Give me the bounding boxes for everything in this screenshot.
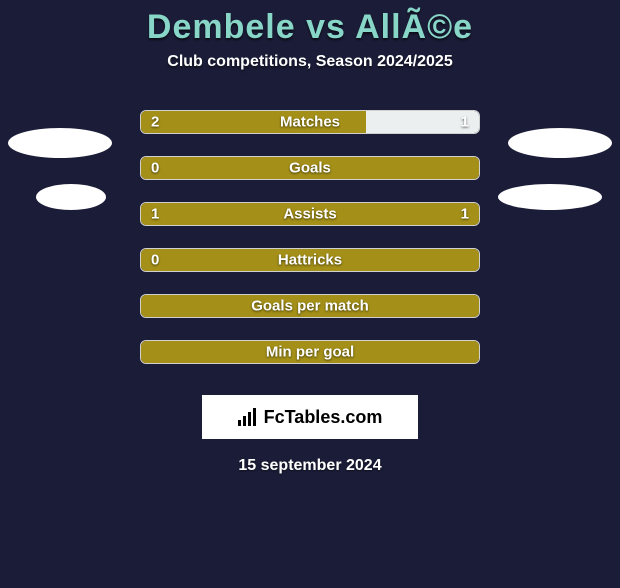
bar-label: Goals per match <box>251 298 369 315</box>
date-text: 15 september 2024 <box>0 457 620 475</box>
bar-track: Min per goal <box>140 340 480 364</box>
bar-label: Assists <box>283 206 336 223</box>
bar-track: Assists 1 1 <box>140 202 480 226</box>
bar-label: Min per goal <box>266 344 354 361</box>
decorative-oval <box>498 184 602 210</box>
bar-label: Matches <box>280 114 340 131</box>
bars-icon <box>238 408 260 426</box>
decorative-oval <box>36 184 106 210</box>
decorative-oval <box>8 128 112 158</box>
bar-track: Matches 2 1 <box>140 110 480 134</box>
logo-badge: FcTables.com <box>202 395 418 439</box>
bar-track: Hattricks 0 <box>140 248 480 272</box>
bar-label: Goals <box>289 160 331 177</box>
bar-track: Goals 0 <box>140 156 480 180</box>
stat-row: Hattricks 0 <box>10 237 610 283</box>
page-subtitle: Club competitions, Season 2024/2025 <box>0 53 620 71</box>
logo-text: FcTables.com <box>238 407 383 428</box>
value-left: 2 <box>151 114 159 131</box>
decorative-oval <box>508 128 612 158</box>
bar-track: Goals per match <box>140 294 480 318</box>
value-left: 0 <box>151 252 159 269</box>
stat-row: Min per goal <box>10 329 610 375</box>
logo-label: FcTables.com <box>264 407 383 428</box>
value-left: 1 <box>151 206 159 223</box>
bar-label: Hattricks <box>278 252 342 269</box>
value-left: 0 <box>151 160 159 177</box>
page-title: Dembele vs AllÃ©e <box>0 8 620 47</box>
stat-row: Goals per match <box>10 283 610 329</box>
value-right: 1 <box>461 206 469 223</box>
value-right: 1 <box>461 114 469 131</box>
